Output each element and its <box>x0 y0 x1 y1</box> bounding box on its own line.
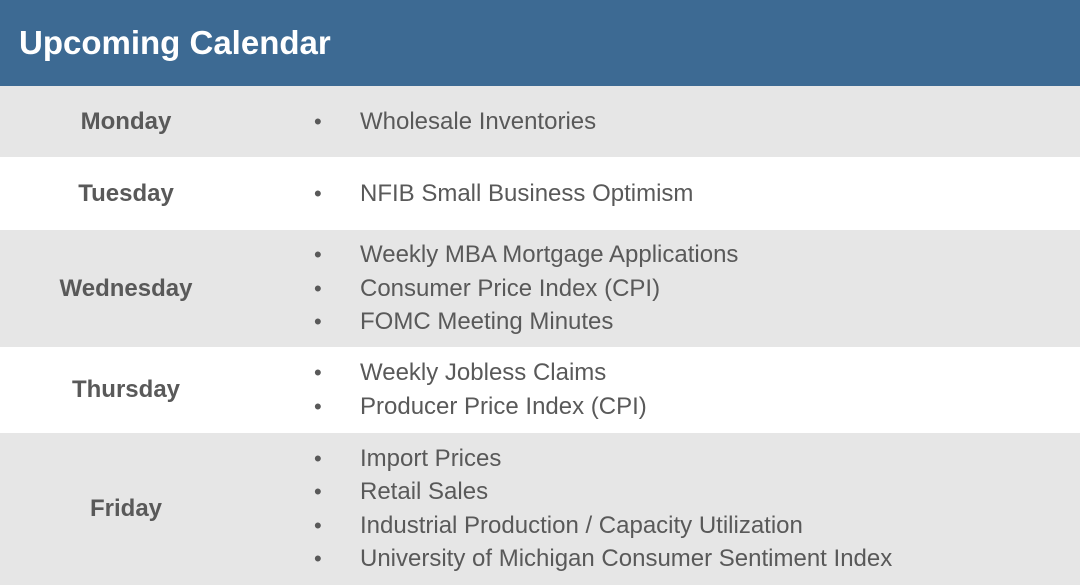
bullet-icon: • <box>314 360 322 386</box>
list-item: • NFIB Small Business Optimism <box>252 177 693 211</box>
event-label: FOMC Meeting Minutes <box>360 308 614 335</box>
list-item: • Import Prices <box>252 442 892 476</box>
bullet-icon: • <box>314 479 322 505</box>
list-item: • Producer Price Index (CPI) <box>252 390 647 424</box>
event-label: Weekly Jobless Claims <box>360 359 607 387</box>
bullet-icon: • <box>314 512 322 538</box>
list-item: • Industrial Production / Capacity Utiliz… <box>252 509 892 543</box>
day-label: Thursday <box>71 376 181 403</box>
calendar-row-wednesday: Wednesday • Weekly MBA Mortgage Applicati… <box>0 230 1080 347</box>
day-label: Tuesday <box>78 179 174 207</box>
event-label: University of Michigan Consumer Sentimen… <box>360 545 893 573</box>
list-item: • Retail Sales <box>252 476 892 510</box>
list-item: • Weekly MBA Mortgage Applications <box>252 238 738 272</box>
list-item: • Weekly Jobless Claims <box>252 357 647 391</box>
event-list: • Weekly MBA Mortgage Applications • Consu… <box>252 238 738 339</box>
event-label: NFIB Small Business Optimism <box>360 179 694 207</box>
calendar-row-thursday: Thursday • Weekly Jobless Claims • Produce… <box>0 347 1080 433</box>
bullet-icon: • <box>314 275 322 301</box>
day-label: Friday <box>89 495 163 522</box>
event-label: Industrial Production / Capacity Utiliza… <box>360 511 803 539</box>
bullet-icon: • <box>314 445 322 471</box>
list-item: • Consumer Price Index (CPI) <box>252 272 738 306</box>
day-label: Monday <box>80 107 172 135</box>
event-label: Retail Sales <box>360 478 489 506</box>
list-item: • University of Michigan Consumer Sentime… <box>252 543 892 577</box>
bullet-icon: • <box>314 309 322 334</box>
calendar-header: Upcoming Calendar <box>0 0 1080 86</box>
bullet-icon: • <box>314 242 322 267</box>
event-list: • NFIB Small Business Optimism <box>252 177 693 211</box>
event-label: Producer Price Index (CPI) <box>360 392 647 420</box>
list-item: • Wholesale Inventories <box>252 105 596 139</box>
event-list: • Weekly Jobless Claims • Producer Price I… <box>252 357 647 424</box>
calendar-row-monday: Monday • Wholesale Inventories <box>0 86 1080 157</box>
event-label: Import Prices <box>360 444 502 472</box>
page-title: Upcoming Calendar <box>19 24 331 61</box>
event-list: • Wholesale Inventories <box>252 105 596 139</box>
bullet-icon: • <box>314 180 322 206</box>
event-label: Consumer Price Index (CPI) <box>360 274 661 302</box>
calendar-row-friday: Friday • Import Prices • Retail Sales • Ind… <box>0 433 1080 585</box>
event-label: Wholesale Inventories <box>360 107 597 135</box>
bullet-icon: • <box>314 546 322 572</box>
event-label: Weekly MBA Mortgage Applications <box>360 241 739 268</box>
day-label: Wednesday <box>59 274 193 302</box>
bullet-icon: • <box>314 108 322 134</box>
list-item: • FOMC Meeting Minutes <box>252 305 738 339</box>
event-list: • Import Prices • Retail Sales • Industrial… <box>252 442 892 576</box>
calendar-row-tuesday: Tuesday • NFIB Small Business Optimism <box>0 157 1080 230</box>
bullet-icon: • <box>314 393 322 419</box>
